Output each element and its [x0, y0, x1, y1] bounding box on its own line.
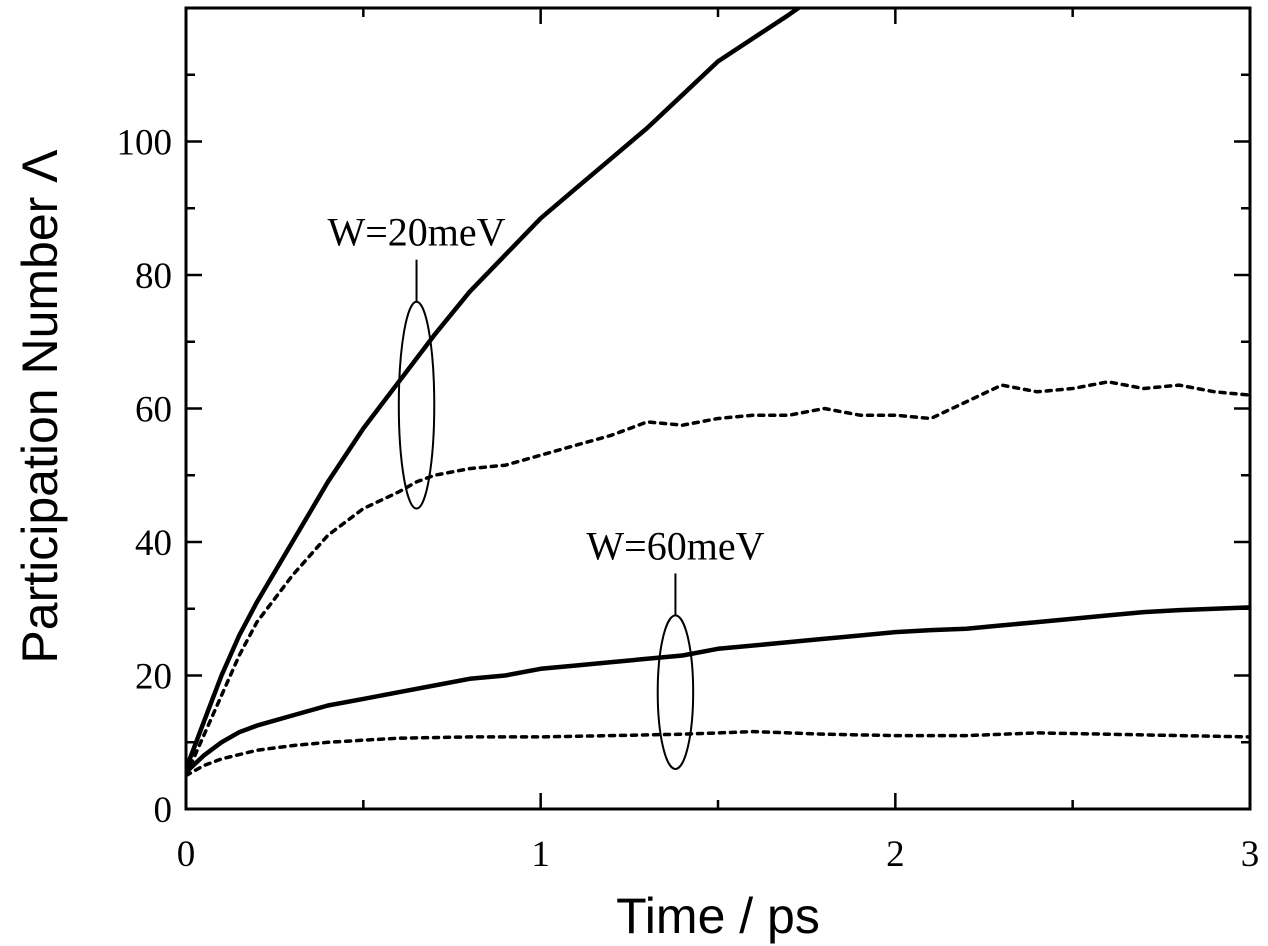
y-axis-title-text: Participation Number: [12, 183, 68, 664]
annotation-label: W=20meV: [327, 210, 505, 255]
annotation-ellipse: [397, 300, 436, 510]
y-tick-label: 20: [135, 657, 172, 698]
series-line-solid: [186, 8, 803, 772]
x-axis-title: Time / ps: [616, 888, 820, 944]
series-layer: [186, 8, 1250, 778]
x-tick-label: 2: [886, 834, 905, 875]
x-tick-label: 3: [1241, 834, 1260, 875]
x-tick-labels: 0 1 2 3: [177, 834, 1260, 875]
y-tick-label: 0: [154, 790, 173, 831]
x-ticks: [184, 8, 1252, 809]
y-tick-labels: 0 20 40 60 80 100: [117, 123, 173, 832]
y-tick-label: 60: [135, 390, 172, 431]
annotations: W=20meV W=60meV: [327, 210, 765, 770]
y-axis-title-group: Participation Number Λ: [12, 149, 68, 664]
y-ticks: [186, 6, 1250, 811]
y-axis-title: Participation Number Λ: [12, 149, 68, 664]
series-line-dotted: [186, 729, 1250, 778]
y-axis-title-symbol: Λ: [12, 149, 68, 183]
plot-frame: [184, 6, 1252, 811]
y-tick-label: 100: [117, 123, 173, 164]
annotation-ellipse: [656, 614, 695, 770]
annotation-label: W=60meV: [586, 523, 764, 568]
x-tick-label: 1: [531, 834, 550, 875]
series-line-solid: [186, 605, 1250, 775]
series-line-dotted: [186, 380, 1250, 778]
x-tick-label: 0: [177, 834, 196, 875]
y-tick-label: 40: [135, 523, 172, 564]
y-tick-label: 80: [135, 256, 172, 297]
